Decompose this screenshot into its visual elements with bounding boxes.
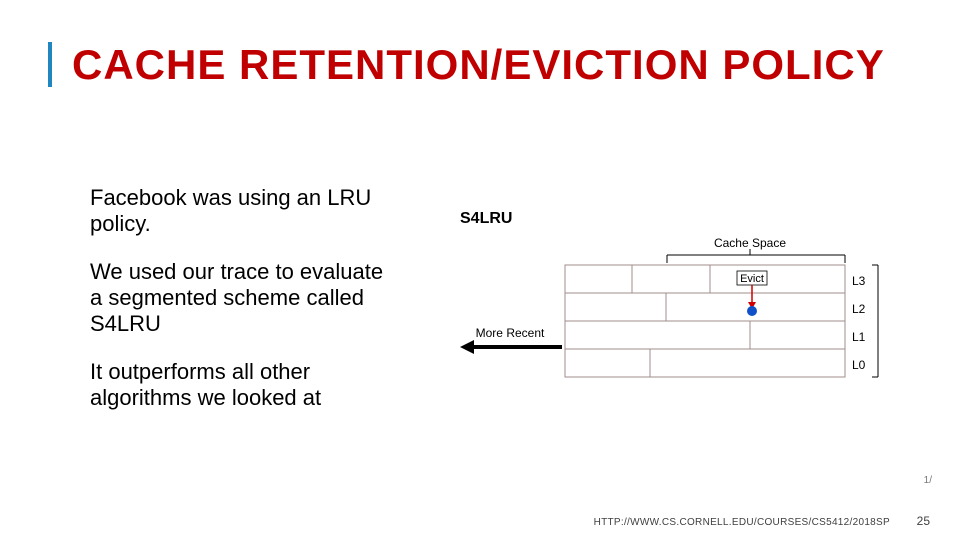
paragraph: We used our trace to evaluate a segmente… <box>90 259 400 337</box>
more-recent-label: More Recent <box>476 326 545 340</box>
level-label: L1 <box>852 330 866 344</box>
s4lru-diagram: S4LRU Cache Space L3 L2 L1 L0 Evict More… <box>450 205 910 425</box>
body-text: Facebook was using an LRU policy. We use… <box>90 185 400 433</box>
paragraph: It outperforms all other algorithms we l… <box>90 359 400 411</box>
evict-marker-icon <box>747 306 757 316</box>
level-label: L2 <box>852 302 866 316</box>
level-label: L0 <box>852 358 866 372</box>
diagram-title: S4LRU <box>460 210 512 227</box>
cache-space-label: Cache Space <box>714 236 786 250</box>
paragraph: Facebook was using an LRU policy. <box>90 185 400 237</box>
footer-url: HTTP://WWW.CS.CORNELL.EDU/COURSES/CS5412… <box>594 517 890 528</box>
title-accent-bar <box>48 42 52 87</box>
page-title: CACHE RETENTION/EVICTION POLICY <box>72 42 885 87</box>
page-number: 25 <box>917 514 930 528</box>
slide-corner-mark: 1/ <box>924 475 932 486</box>
evict-label: Evict <box>740 273 764 285</box>
level-label: L3 <box>852 274 866 288</box>
title-block: CACHE RETENTION/EVICTION POLICY <box>48 42 885 87</box>
more-recent-arrow-icon <box>460 340 474 354</box>
